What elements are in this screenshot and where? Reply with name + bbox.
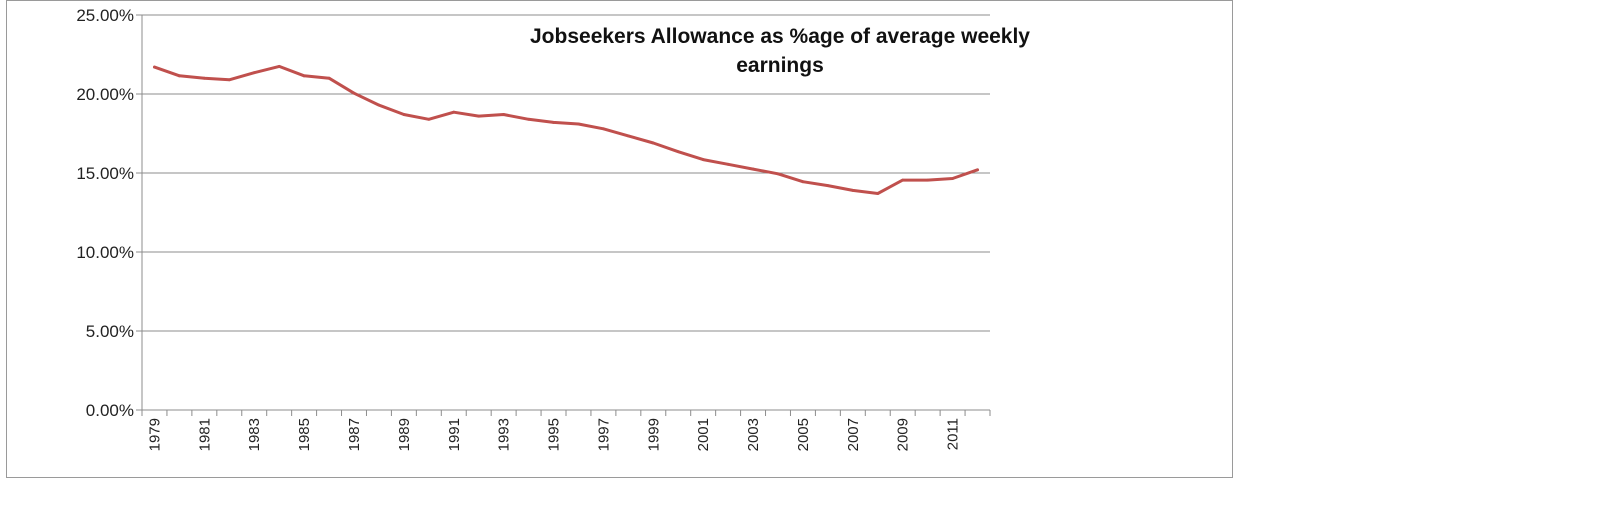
data-point — [876, 192, 880, 195]
chart-title-line-2: earnings — [736, 54, 824, 77]
data-point — [676, 150, 680, 154]
data-point — [402, 113, 406, 116]
data-point — [178, 74, 181, 78]
data-point — [951, 177, 954, 180]
y-tick-label: 10.00% — [76, 243, 134, 262]
data-point — [302, 74, 306, 78]
y-tick-label: 15.00% — [76, 164, 134, 183]
data-point — [801, 180, 805, 184]
data-point — [577, 122, 580, 126]
data-point — [976, 168, 979, 172]
data-point — [477, 114, 481, 118]
series — [153, 64, 979, 195]
x-tick-label: 2007 — [845, 418, 862, 451]
data-point — [626, 134, 630, 138]
axes — [136, 14, 991, 416]
data-point — [527, 117, 530, 121]
data-point — [327, 76, 331, 80]
x-tick-label: 2003 — [745, 418, 762, 451]
x-tick-label: 1985 — [296, 418, 313, 451]
x-tick-label: 1993 — [496, 418, 513, 451]
data-point — [227, 78, 231, 82]
data-point — [701, 158, 705, 161]
y-tick-label: 25.00% — [76, 6, 134, 25]
x-tick-label: 2011 — [945, 418, 962, 450]
data-point — [552, 121, 555, 124]
x-tick-label: 1981 — [196, 418, 213, 451]
data-point — [826, 184, 830, 188]
x-tick-label: 2009 — [895, 418, 912, 451]
x-tick-label: 1997 — [595, 418, 612, 451]
data-point — [202, 76, 206, 80]
data-point — [901, 178, 905, 182]
chart-title-line-1: Jobseekers Allowance as %age of average … — [530, 25, 1030, 48]
data-point — [352, 91, 356, 95]
data-point — [776, 172, 780, 176]
data-point — [651, 141, 655, 145]
x-tick-label: 1995 — [546, 418, 563, 451]
series-line — [153, 64, 979, 195]
data-point — [277, 64, 281, 68]
data-point — [153, 65, 156, 69]
x-tick-labels: 1979 1981 1983 1985 1987 1989 1991 1993 1995 1997… — [146, 418, 961, 451]
chart-title: Jobseekers Allowance as %age of average … — [530, 25, 1030, 77]
data-point — [502, 113, 506, 116]
x-tick-label: 1987 — [346, 418, 363, 451]
x-tick-label: 1991 — [446, 418, 463, 451]
x-tick-label: 1979 — [146, 418, 163, 451]
data-point — [926, 178, 930, 182]
x-tick-label: 1983 — [246, 418, 263, 451]
data-point — [726, 162, 730, 166]
data-point — [252, 71, 256, 75]
x-tick-label: 1989 — [396, 418, 413, 451]
gridlines — [142, 14, 990, 332]
x-tick-label: 2005 — [795, 418, 812, 451]
y-tick-label: 0.00% — [86, 401, 134, 420]
data-point — [851, 188, 855, 192]
y-tick-label: 20.00% — [76, 85, 134, 104]
y-tick-labels: 0.00% 5.00% 10.00% 15.00% 20.00% 25.00% — [76, 6, 134, 420]
data-point — [602, 127, 605, 131]
data-point — [751, 167, 755, 171]
data-point — [377, 103, 381, 107]
y-tick-label: 5.00% — [86, 322, 134, 341]
x-tick-label: 2001 — [695, 418, 712, 451]
data-point — [452, 110, 456, 114]
x-tick-label: 1999 — [645, 418, 662, 451]
data-point — [427, 117, 431, 121]
